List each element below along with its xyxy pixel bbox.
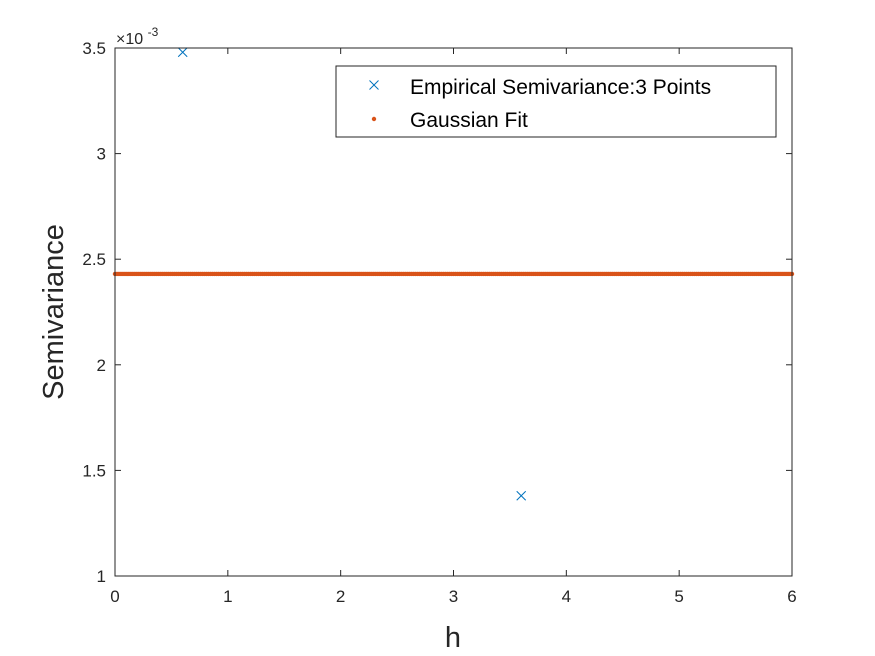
x-tick-label: 5 — [674, 587, 683, 606]
y-exponent-base: ×10 — [116, 31, 143, 48]
x-tick-label: 0 — [110, 587, 119, 606]
x-tick-label: 1 — [223, 587, 232, 606]
legend-dot-marker — [371, 116, 377, 122]
x-tick-label: 6 — [787, 587, 796, 606]
plot-frame — [114, 47, 793, 577]
tick-labels: 0 1 2 3 4 5 611.522.533.5 — [82, 39, 796, 606]
y-axis-title: Semivariance — [38, 224, 70, 400]
x-tick-label: 2 — [336, 587, 345, 606]
y-tick-label: 3.5 — [82, 39, 106, 58]
y-tick-label: 1.5 — [82, 461, 106, 480]
empirical-point — [177, 47, 188, 58]
series-layer — [112, 47, 795, 501]
y-tick-label: 2.5 — [82, 250, 106, 269]
x-axis-title: h — [445, 622, 461, 654]
x-tick-label: 4 — [562, 587, 571, 606]
y-exponent-power: -3 — [148, 25, 159, 39]
legend-x-marker — [369, 80, 379, 90]
x-tick-label: 3 — [449, 587, 458, 606]
legend-marker-gaussian-fit — [371, 116, 377, 122]
y-axis-exponent: ×10 -3 — [116, 25, 159, 48]
legend-label-gaussian-fit: Gaussian Fit — [410, 109, 528, 132]
legend-marker-empirical — [369, 80, 379, 90]
y-tick-label: 3 — [97, 145, 106, 164]
legend-label-empirical: Empirical Semivariance:3 Points — [410, 76, 711, 99]
legend-box — [335, 65, 777, 138]
y-tick-label: 2 — [97, 356, 106, 375]
empirical-point — [516, 490, 527, 501]
legend: Empirical Semivariance:3 Points Gaussian… — [335, 65, 777, 138]
y-tick-label: 1 — [97, 567, 106, 586]
